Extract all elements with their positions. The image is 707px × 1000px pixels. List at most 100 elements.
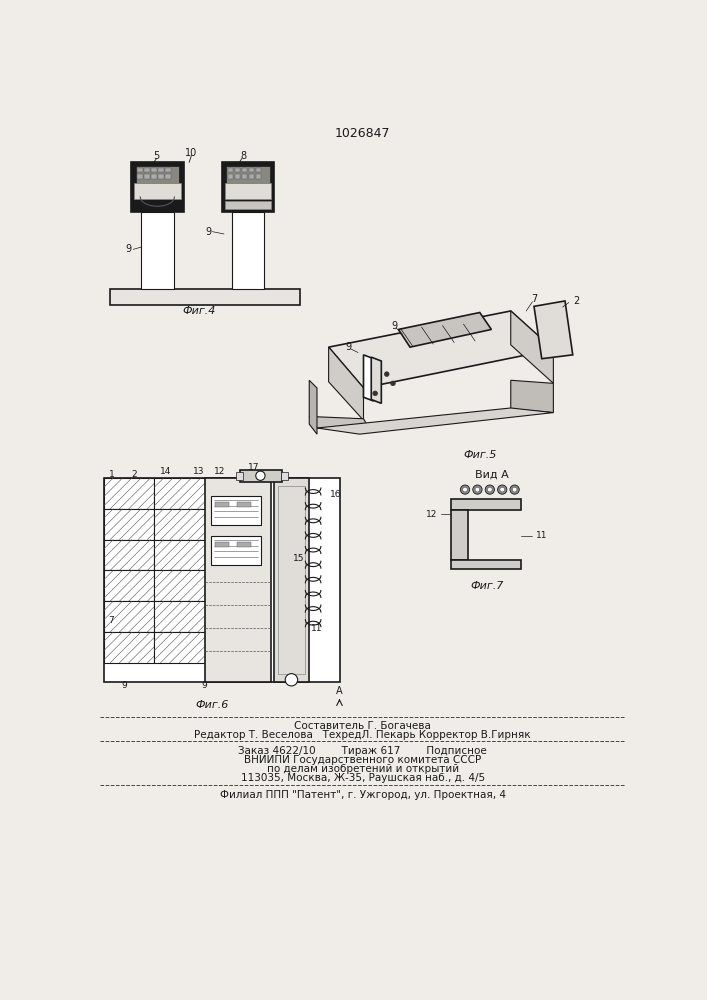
Bar <box>154 570 204 601</box>
Bar <box>137 174 143 179</box>
Text: A: A <box>336 686 343 696</box>
Text: 17: 17 <box>247 463 259 472</box>
Bar <box>228 168 233 172</box>
Bar <box>211 496 261 525</box>
Circle shape <box>513 487 517 492</box>
Polygon shape <box>309 380 317 434</box>
Circle shape <box>485 485 494 494</box>
Polygon shape <box>329 311 554 388</box>
Text: Составитель Г. Богачева: Составитель Г. Богачева <box>294 721 431 731</box>
Text: 5: 5 <box>153 151 160 161</box>
Bar <box>237 502 251 507</box>
Text: 12: 12 <box>426 510 437 519</box>
Text: Филиал ППП "Патент", г. Ужгород, ул. Проектная, 4: Филиал ППП "Патент", г. Ужгород, ул. Про… <box>220 790 506 800</box>
Bar <box>236 472 243 480</box>
Text: 7: 7 <box>109 616 115 625</box>
Bar <box>216 542 230 547</box>
Bar <box>249 174 255 179</box>
Bar <box>154 478 204 509</box>
Bar <box>110 289 300 305</box>
Bar <box>225 183 271 199</box>
Bar <box>228 174 233 179</box>
Text: Фиг.4: Фиг.4 <box>182 306 216 316</box>
Bar <box>104 478 154 509</box>
Circle shape <box>285 674 298 686</box>
Circle shape <box>256 471 265 480</box>
Circle shape <box>498 485 507 494</box>
Text: Фиг.6: Фиг.6 <box>196 700 229 710</box>
Text: 14: 14 <box>160 467 172 476</box>
Text: ВНИИПИ Государственного комитета СССР: ВНИИПИ Государственного комитета СССР <box>244 755 481 765</box>
Text: 11: 11 <box>311 624 323 633</box>
Bar <box>451 499 521 510</box>
Circle shape <box>488 487 492 492</box>
Circle shape <box>473 485 482 494</box>
Bar <box>222 162 274 212</box>
Polygon shape <box>371 357 381 403</box>
Text: 2: 2 <box>573 296 579 306</box>
Bar <box>235 168 240 172</box>
Bar <box>226 166 270 183</box>
Bar <box>158 168 163 172</box>
Text: 2: 2 <box>131 470 136 479</box>
Text: 9: 9 <box>201 681 207 690</box>
Bar <box>104 632 154 663</box>
Bar <box>235 174 240 179</box>
Text: 9: 9 <box>121 681 127 690</box>
Text: Заказ 4622/10        Тираж 617        Подписное: Заказ 4622/10 Тираж 617 Подписное <box>238 746 487 756</box>
Bar <box>211 536 261 565</box>
Polygon shape <box>309 416 371 432</box>
Bar <box>242 174 247 179</box>
Bar <box>232 212 264 289</box>
Text: 10: 10 <box>185 148 197 158</box>
Polygon shape <box>510 311 554 383</box>
Text: 9: 9 <box>206 227 211 237</box>
Bar <box>249 168 255 172</box>
Bar <box>274 478 309 682</box>
Bar <box>104 601 154 632</box>
Bar <box>154 540 204 570</box>
Polygon shape <box>317 408 554 434</box>
Bar <box>137 168 143 172</box>
Bar <box>151 168 156 172</box>
Polygon shape <box>363 355 373 401</box>
Text: Редактор Т. Веселова   ТехредЛ. Пекарь Корректор В.Гирняк: Редактор Т. Веселова ТехредЛ. Пекарь Кор… <box>194 730 531 740</box>
Bar <box>104 478 340 682</box>
Circle shape <box>391 381 395 386</box>
Polygon shape <box>510 380 554 413</box>
Bar <box>134 183 180 199</box>
Bar <box>451 510 468 560</box>
Text: Фиг.5: Фиг.5 <box>463 450 496 460</box>
Circle shape <box>462 487 467 492</box>
Bar <box>204 478 271 682</box>
Polygon shape <box>329 347 363 420</box>
Polygon shape <box>534 301 573 359</box>
Bar <box>131 162 184 212</box>
Bar <box>104 570 154 601</box>
Text: 15: 15 <box>293 554 305 563</box>
Circle shape <box>500 487 505 492</box>
Text: Вид A: Вид A <box>474 469 508 479</box>
Text: 11: 11 <box>537 531 548 540</box>
Bar <box>104 509 154 540</box>
Text: 1: 1 <box>109 470 115 479</box>
Bar <box>151 174 156 179</box>
Bar <box>279 486 305 674</box>
Circle shape <box>460 485 469 494</box>
Text: 9: 9 <box>345 342 351 352</box>
Bar <box>144 168 150 172</box>
Text: 9: 9 <box>392 321 397 331</box>
Bar <box>242 168 247 172</box>
Bar <box>136 166 179 183</box>
Text: 13: 13 <box>194 467 205 476</box>
Bar <box>256 174 261 179</box>
Text: 113035, Москва, Ж-35, Раушская наб., д. 4/5: 113035, Москва, Ж-35, Раушская наб., д. … <box>240 773 485 783</box>
Bar <box>237 542 251 547</box>
Bar <box>154 632 204 663</box>
Bar <box>451 560 521 569</box>
Bar <box>281 472 288 480</box>
Bar <box>104 540 154 570</box>
Bar <box>165 174 170 179</box>
Bar <box>141 212 174 289</box>
Circle shape <box>510 485 519 494</box>
